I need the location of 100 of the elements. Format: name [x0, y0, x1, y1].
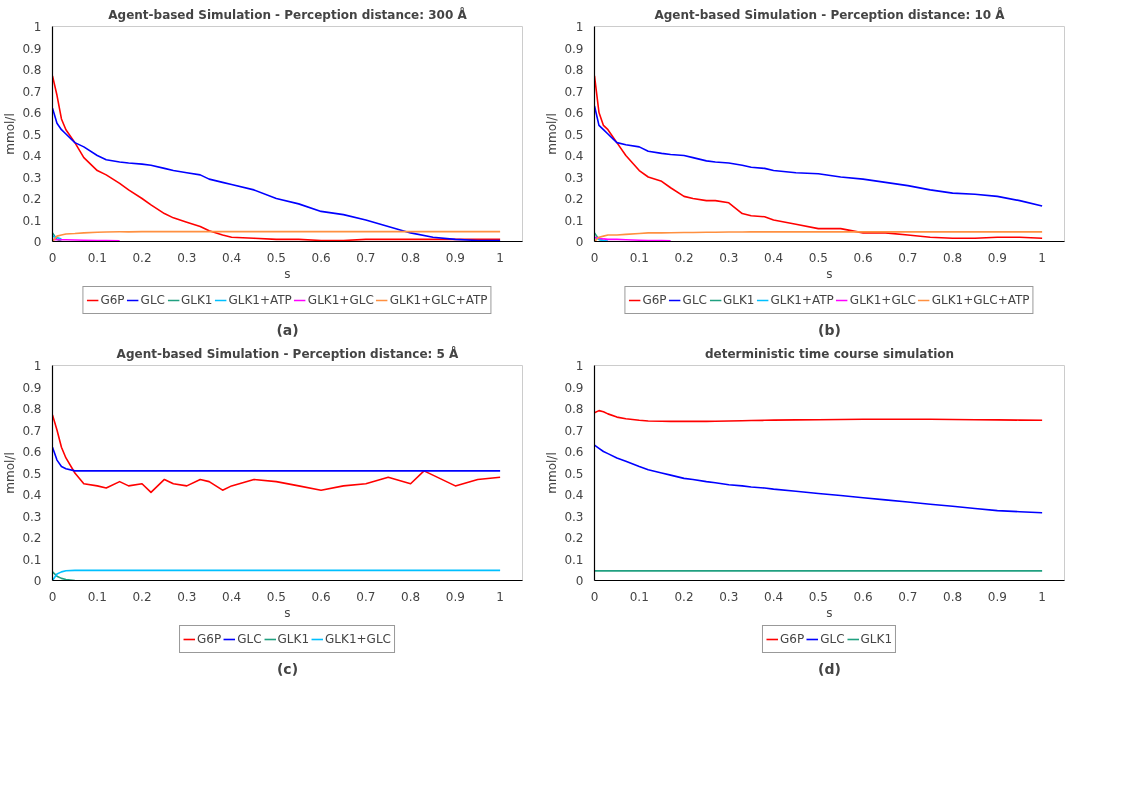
x-tick-label: 0.6 [853, 250, 873, 265]
x-tick-label: 0.3 [177, 589, 197, 604]
x-tick-label: 0.5 [808, 250, 828, 265]
line-series [52, 107, 501, 242]
y-tick-label: 0.8 [564, 63, 584, 77]
legend-label: GLK1+GLC [307, 293, 374, 307]
y-tick-label: 0 [33, 235, 42, 249]
x-tick-label: 0 [590, 250, 599, 265]
legend-label: GLC [682, 293, 707, 307]
y-tick-label: 0.1 [564, 552, 584, 567]
x-tick-label: 0.7 [356, 589, 376, 604]
y-tick-label: 0.2 [564, 192, 584, 206]
line-series [594, 409, 1043, 423]
x-tick-label: 0.9 [445, 250, 465, 265]
x-tick-label: 1 [496, 250, 504, 265]
x-tick-label: 0.9 [445, 589, 465, 604]
y-tick-label: 0.4 [564, 149, 584, 163]
legend-label: GLC [820, 632, 845, 646]
x-tick-label: 0.9 [987, 250, 1007, 265]
legend-label: GLK1 [180, 293, 213, 307]
y-tick-label: 0.9 [22, 380, 42, 395]
x-tick-label: 0.1 [629, 250, 649, 265]
y-tick-label: 0.2 [564, 531, 584, 545]
x-tick-label: 1 [1038, 250, 1046, 265]
x-tick-label: 0.8 [943, 250, 963, 265]
y-tick-label: 0.9 [564, 380, 584, 395]
line-series [52, 571, 76, 581]
y-tick-label: 0.3 [22, 170, 42, 185]
y-tick-label: 0.5 [564, 466, 584, 481]
x-tick-label: 0.6 [311, 250, 331, 265]
legend-label: G6P [779, 632, 805, 646]
x-tick-label: 0.4 [222, 589, 242, 604]
y-tick-label: 0.8 [22, 402, 42, 416]
x-tick-label: 0.2 [674, 589, 694, 604]
legend-label: GLK1+GLC [849, 293, 916, 307]
line-series [52, 569, 501, 581]
text: (a) [276, 321, 299, 338]
text: (b) [818, 321, 841, 338]
y-tick-label: 0.5 [22, 466, 42, 481]
x-tick-label: 0.5 [266, 589, 286, 604]
line-series [52, 446, 501, 472]
y-axis-title: mmol/l [3, 452, 18, 494]
x-tick-label: 0.4 [764, 250, 784, 265]
legend-label: GLK1+GLC+ATP [389, 293, 488, 307]
x-axis-title: s [826, 266, 833, 281]
y-tick-label: 0.3 [22, 509, 42, 524]
x-tick-label: 0.2 [132, 589, 152, 604]
legend-label: G6P [642, 293, 667, 307]
legend-label: GLK1 [722, 293, 755, 307]
legend-label: GLK1+GLC [325, 632, 391, 646]
y-tick-label: 0 [33, 574, 42, 588]
legend-label: GLK1 [860, 632, 893, 646]
y-tick-label: 0.6 [22, 445, 42, 459]
y-tick-label: 0.3 [564, 509, 584, 524]
y-axis-title: mmol/l [545, 113, 560, 155]
x-tick-label: 0.7 [898, 250, 918, 265]
x-tick-label: 0.6 [311, 589, 331, 604]
chart-title: Agent-based Simulation - Perception distance: 300 Å [108, 6, 468, 22]
x-axis-title: s [284, 266, 291, 281]
x-tick-label: 0.8 [943, 589, 963, 604]
x-tick-label: 0.1 [629, 589, 649, 604]
y-tick-label: 0.8 [564, 402, 584, 416]
y-tick-label: 1 [575, 20, 584, 34]
legend-label: G6P [100, 293, 125, 307]
x-tick-label: 0.8 [401, 589, 421, 604]
y-tick-label: 0.7 [22, 84, 42, 99]
y-tick-label: 0.1 [22, 552, 42, 567]
y-tick-label: 1 [575, 359, 584, 373]
y-tick-label: 0.4 [22, 149, 42, 163]
y-tick-label: 0.5 [564, 127, 584, 142]
x-tick-label: 0.6 [853, 589, 873, 604]
legend-label: GLC [140, 293, 165, 307]
line-series [594, 105, 1043, 207]
line-series [52, 414, 501, 494]
legend-label: GLK1+ATP [770, 293, 834, 307]
y-tick-label: 0.6 [22, 106, 42, 120]
y-tick-label: 0.1 [564, 213, 584, 228]
y-tick-label: 0.9 [22, 41, 42, 56]
x-tick-label: 1 [1038, 589, 1046, 604]
legend-label: GLK1+ATP [228, 293, 292, 307]
x-tick-label: 0.8 [401, 250, 421, 265]
y-tick-label: 0.6 [564, 445, 584, 459]
y-axis-title: mmol/l [545, 452, 560, 494]
x-tick-label: 0.2 [132, 250, 152, 265]
chart-title: Agent-based Simulation - Perception distance: 5 Å [116, 345, 460, 361]
line-series [52, 230, 501, 242]
x-tick-label: 0.3 [719, 589, 739, 604]
legend-label: GLK1+GLC+ATP [931, 293, 1030, 307]
x-tick-label: 0.3 [177, 250, 197, 265]
line-series [594, 231, 1043, 242]
line-series [52, 75, 501, 242]
y-tick-label: 0.5 [22, 127, 42, 142]
x-tick-label: 0.7 [356, 250, 376, 265]
x-tick-label: 0.5 [808, 589, 828, 604]
x-tick-label: 0.1 [87, 250, 107, 265]
y-axis-title: mmol/l [3, 113, 18, 155]
y-tick-label: 0.1 [22, 213, 42, 228]
y-tick-label: 1 [33, 20, 42, 34]
y-tick-label: 0.2 [22, 531, 42, 545]
x-tick-label: 0.9 [987, 589, 1007, 604]
